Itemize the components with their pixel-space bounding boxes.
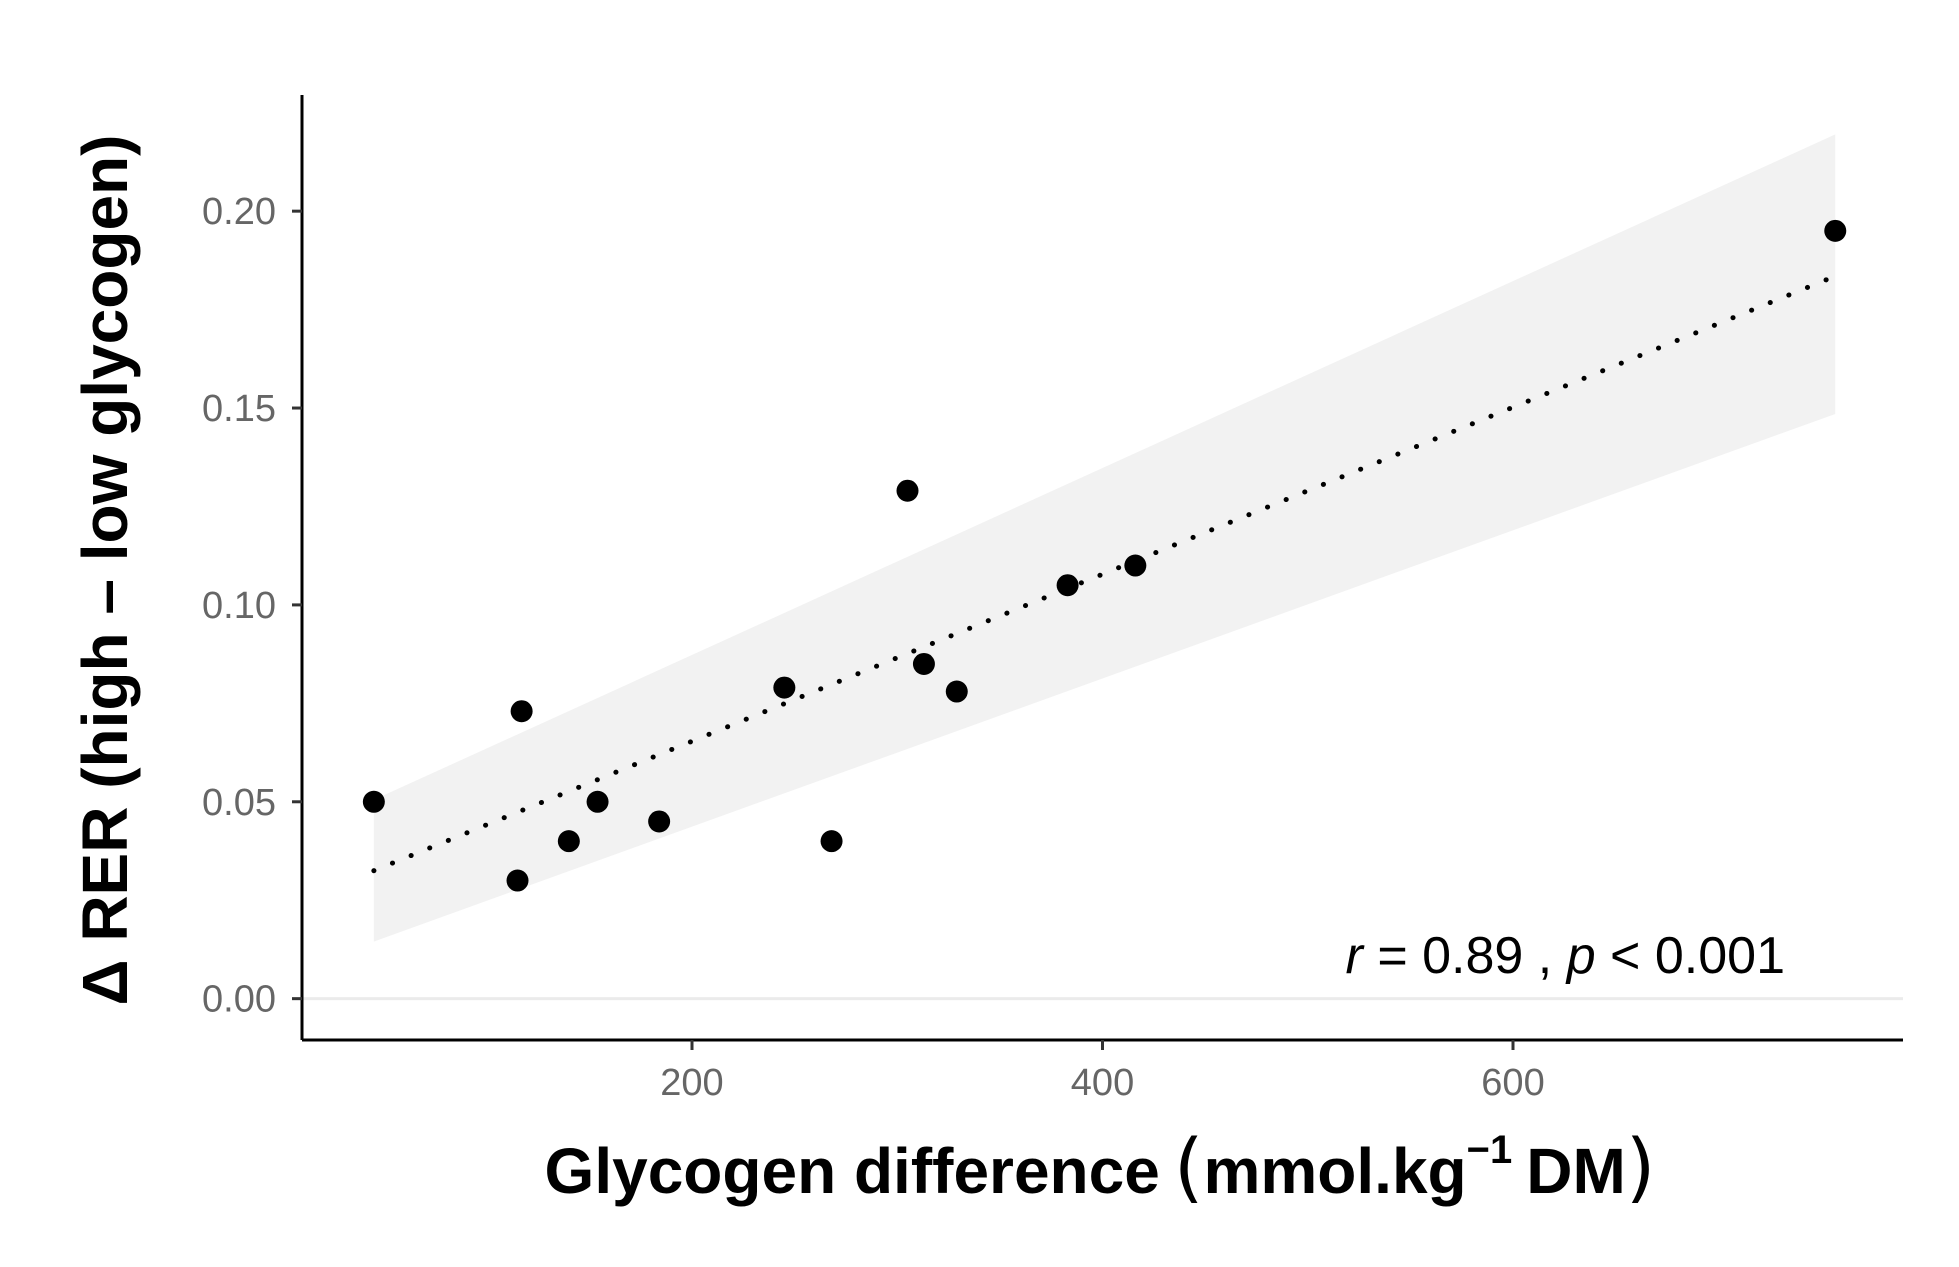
data-point bbox=[912, 652, 935, 675]
data-point bbox=[510, 700, 533, 723]
r-value: = 0.89 , bbox=[1363, 927, 1567, 985]
y-tick-label: 0.15 bbox=[202, 388, 276, 430]
data-point bbox=[506, 869, 529, 892]
p-symbol: p bbox=[1565, 927, 1596, 985]
data-point bbox=[586, 790, 609, 813]
data-point bbox=[362, 790, 385, 813]
x-axis-unit-suffix: DM bbox=[1526, 1135, 1626, 1207]
data-points bbox=[362, 219, 1847, 892]
x-axis-ticks: 200 400 600 bbox=[660, 1040, 1545, 1104]
p-value: < 0.001 bbox=[1596, 927, 1785, 985]
r-symbol: r bbox=[1346, 927, 1366, 985]
y-axis-title: Δ RER (high – low glycogen) bbox=[69, 135, 141, 1006]
data-point bbox=[1124, 554, 1147, 577]
confidence-band bbox=[373, 134, 1836, 942]
data-point bbox=[1056, 574, 1079, 597]
data-point bbox=[945, 680, 968, 703]
data-point bbox=[896, 479, 919, 502]
y-tick-label: 0.00 bbox=[202, 979, 276, 1021]
regression-line bbox=[371, 273, 1838, 874]
data-point bbox=[773, 676, 796, 699]
y-tick-label: 0.10 bbox=[202, 585, 276, 627]
data-point bbox=[1824, 219, 1847, 242]
data-point bbox=[648, 810, 671, 833]
x-tick-label: 200 bbox=[660, 1062, 723, 1104]
x-axis-title-main: Glycogen difference bbox=[545, 1135, 1160, 1207]
y-tick-label: 0.20 bbox=[202, 191, 276, 233]
x-tick-label: 400 bbox=[1071, 1062, 1134, 1104]
y-tick-label: 0.05 bbox=[202, 782, 276, 824]
x-tick-label: 600 bbox=[1481, 1062, 1544, 1104]
x-axis-title: Glycogen difference (mmol.kg−1 DM) bbox=[545, 1122, 1656, 1211]
data-point bbox=[820, 830, 843, 853]
x-axis-unit-prefix: mmol.kg bbox=[1203, 1135, 1466, 1207]
y-axis-ticks: 0.00 0.05 0.10 0.15 0.20 bbox=[202, 191, 302, 1021]
data-point bbox=[557, 830, 580, 853]
x-axis-unit-superscript: −1 bbox=[1467, 1128, 1513, 1172]
correlation-annotation: r = 0.89 , p < 0.001 bbox=[1346, 927, 1785, 985]
